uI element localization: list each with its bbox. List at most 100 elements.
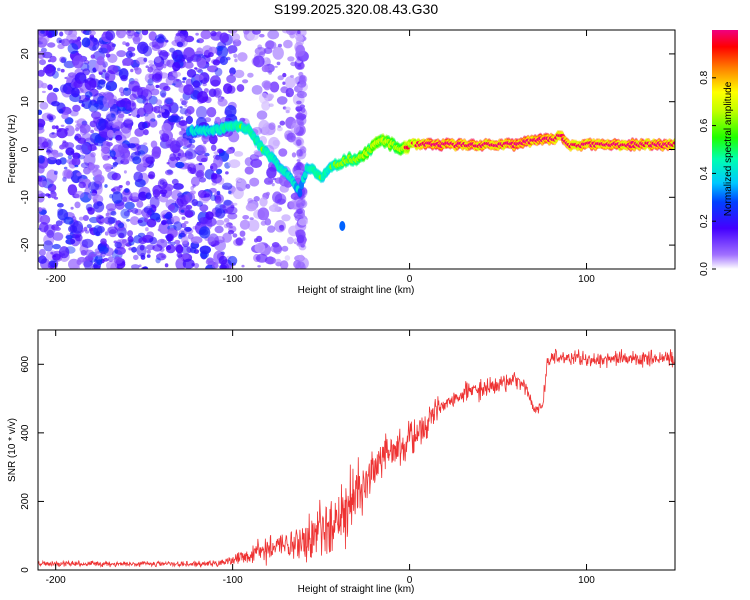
spectrogram-noise-blob (227, 85, 236, 94)
spectrogram-noise-blob (59, 84, 68, 93)
spectrogram-noise-blob (115, 100, 127, 108)
spectrogram-noise-blob (167, 169, 173, 174)
spectrogram-noise-blob (143, 129, 149, 136)
spectrogram-noise-blob (90, 129, 94, 134)
spectrogram-noise-blob (155, 257, 161, 264)
spectrogram-noise-blob (130, 192, 140, 200)
spectrogram-noise-blob (301, 63, 305, 68)
spectrogram-noise-blob (72, 264, 80, 269)
spectrogram-noise-blob (228, 190, 232, 195)
spectrogram-noise-blob (271, 182, 275, 187)
spectrogram-noise-blob (183, 84, 194, 96)
spectrogram-noise-blob (102, 94, 115, 108)
spectrogram-noise-blob (38, 143, 46, 151)
spectrogram-noise-blob (146, 249, 151, 254)
spectrogram-noise-blob (129, 216, 140, 226)
spectrogram-noise-blob (38, 80, 44, 89)
spectrogram-ridge-mark (672, 141, 675, 145)
spectrogram-noise-blob (165, 98, 173, 105)
spectrogram-noise-blob (178, 234, 183, 240)
spectrogram-noise-blob (208, 88, 217, 98)
spectrogram-noise-blob (227, 230, 235, 235)
spectrogram-noise-blob (158, 50, 169, 61)
spectrogram-noise-blob (268, 122, 276, 130)
spectrogram-noise-blob (122, 62, 127, 66)
spectrogram-noise-blob (87, 207, 95, 215)
spectrogram-noise-blob (117, 222, 125, 228)
spectrogram-noise-blob (128, 80, 140, 92)
spectrogram-noise-blob (38, 69, 45, 77)
spectrogram-noise-blob (71, 157, 81, 166)
spectrogram-noise-blob (77, 36, 81, 41)
spectrogram-noise-blob (39, 217, 44, 222)
spectrogram-noise-blob (50, 180, 54, 185)
spectrogram-noise-blob (192, 163, 205, 173)
spectrogram-noise-blob (161, 109, 165, 113)
spectrogram-noise-blob (229, 226, 233, 229)
spectrogram-noise-blob (111, 172, 122, 181)
spectrogram-noise-blob (64, 30, 73, 36)
spectrogram-noise-blob (277, 43, 282, 48)
spectrogram-noise-blob (38, 248, 46, 257)
spectrogram-noise-blob (287, 56, 295, 62)
spectrogram-noise-blob (207, 236, 216, 246)
spectrogram-noise-blob (38, 255, 47, 264)
spectrogram-noise-blob (156, 253, 167, 261)
spectrogram-noise-blob (39, 59, 46, 66)
spectrogram-noise-blob (125, 180, 131, 186)
spectrogram-noise-blob (146, 254, 151, 258)
spectrogram-noise-blob (138, 264, 142, 268)
spectrogram-noise-blob (213, 156, 223, 168)
spectrogram-noise-blob (51, 125, 57, 130)
spectrogram-noise-blob (67, 155, 73, 160)
spectrogram-noise-blob (151, 73, 163, 83)
snr-y-tick-label: 600 (20, 356, 31, 373)
spectrogram-noise-blob (274, 65, 278, 68)
snr-frame (37, 329, 676, 571)
spectrogram-noise-blob (214, 67, 223, 77)
spectrogram-noise-blob (184, 35, 195, 43)
spectrogram-noise-blob (242, 237, 246, 241)
spectrogram-noise-blob (239, 230, 246, 237)
spectrogram-noise-blob (152, 244, 163, 252)
spectrogram-noise-blob (184, 226, 192, 232)
spectrogram-noise-blob (257, 265, 261, 268)
spectrogram-noise-blob (98, 47, 108, 54)
spectrogram-noise-blob (215, 200, 221, 205)
spectrogram-noise-blob (58, 108, 64, 114)
spectrogram-noise-blob (276, 61, 281, 66)
spectrogram-noise-blob (57, 209, 69, 221)
spectrogram-noise-blob (60, 68, 65, 73)
spectrogram-noise-blob (252, 55, 265, 68)
spectrogram-noise-blob (297, 64, 302, 67)
spectrogram-noise-blob (208, 52, 214, 58)
spectrogram-noise-blob (102, 154, 110, 161)
spectrogram-noise-blob (228, 49, 233, 55)
spectrogram-noise-blob (291, 152, 297, 158)
spectrogram-noise-blob (169, 47, 176, 53)
spectrogram-noise-blob (261, 65, 269, 73)
spectrogram-noise-blob (154, 34, 166, 43)
spectrogram-noise-blob (231, 33, 241, 42)
spectrogram-noise-blob (111, 188, 116, 192)
spectrogram-noise-blob (74, 39, 79, 43)
colorbar-tick-label: 0.2 (699, 214, 710, 228)
spectrogram-noise-blob (233, 151, 244, 157)
spectrogram-noise-blob (133, 254, 139, 261)
spectrogram-noise-blob (199, 229, 209, 236)
spectrogram-noise-blob (157, 228, 161, 232)
spectrogram-noise-blob (67, 43, 79, 54)
spectrogram-noise-blob (216, 148, 224, 154)
spectrogram-noise-blob (131, 246, 137, 253)
spectrogram-noise-blob (285, 110, 290, 114)
spectrogram-noise-blob (206, 107, 217, 118)
spectrogram-noise-blob (245, 203, 257, 212)
spectrogram-noise-blob (104, 184, 108, 188)
spectrogram-noise-blob (47, 32, 53, 38)
spectrogram-noise-blob (52, 87, 60, 93)
spectrogram-noise-blob (81, 238, 94, 248)
spectrogram-noise-blob (89, 132, 101, 144)
snr-x-axis: -200 -100 0 100 (46, 330, 595, 586)
spectrogram-noise-blob (164, 263, 169, 268)
spectrogram-noise-blob (227, 255, 238, 266)
